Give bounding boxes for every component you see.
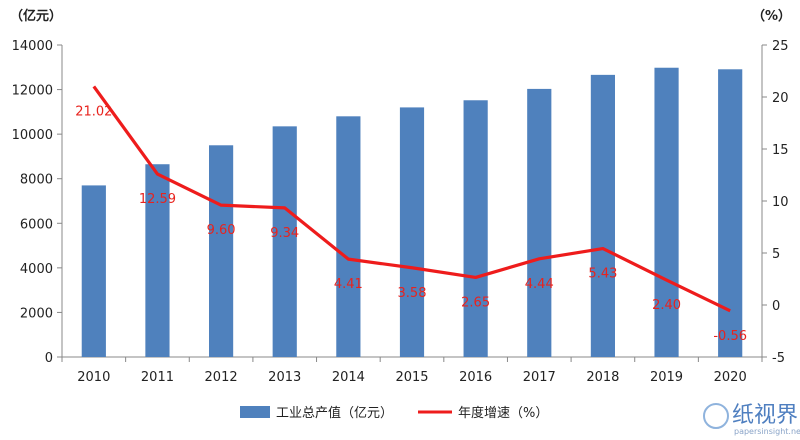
watermark-text: 纸视界 [732,403,798,428]
bar [654,67,679,357]
rate-line [92,85,731,313]
bar [399,107,425,358]
left-tick-label: 0 [45,351,53,366]
x-tick-label: 2015 [395,370,428,385]
watermark-subtext: papersinsight.net [734,427,800,436]
left-axis-unit: （亿元） [10,8,62,24]
legend-bar-label: 工业总产值（亿元） [276,405,393,421]
rate-data-label: 2.40 [652,298,681,313]
right-tick-label: 0 [772,299,780,314]
x-tick-label: 2017 [523,370,556,385]
right-tick-label: 20 [772,91,789,106]
x-tick-label: 2010 [77,370,110,385]
rate-data-label: 4.44 [525,277,554,292]
rate-data-label: 5.43 [588,267,617,282]
line-series [92,85,731,313]
left-tick-label: 8000 [20,173,53,188]
x-tick-label: 2018 [586,370,619,385]
bar [718,69,743,357]
bar [272,126,297,357]
rate-data-label: 3.58 [398,286,427,301]
x-tick-label: 2019 [650,370,683,385]
x-tick-label: 2020 [714,370,747,385]
rate-data-label: 2.65 [461,295,490,310]
x-tick-label: 2011 [141,370,174,385]
rate-data-label: 9.34 [270,226,299,241]
left-tick-label: 2000 [20,306,53,321]
left-tick-label: 10000 [12,128,53,143]
legend-bar-swatch [240,406,270,418]
rate-data-label: 12.59 [139,192,176,207]
bar [145,164,170,357]
bar [336,116,361,357]
rate-data-label: 9.60 [207,223,236,238]
rate-data-label: 4.41 [334,277,363,292]
right-tick-label: -5 [772,351,785,366]
x-tick-label: 2012 [205,370,238,385]
bar [463,100,488,358]
legend-line-label: 年度增速（%） [458,405,548,421]
right-axis-unit: （%） [752,8,791,24]
legend: 工业总产值（亿元） 年度增速（%） [240,405,548,421]
x-tick-label: 2016 [459,370,492,385]
bar [209,145,234,357]
watermark-logo-icon [703,403,729,429]
bar [81,185,106,357]
bar-series [81,67,743,358]
x-tick-label: 2013 [268,370,301,385]
bar [590,74,615,357]
left-tick-label: 14000 [12,39,53,54]
rate-data-label: -0.56 [713,329,747,344]
x-tick-label: 2014 [332,370,365,385]
rate-labels: 21.02 12.59 9.60 9.34 4.41 3.58 2.65 4.44 5.43 2.… [75,104,747,343]
right-tick-label: 15 [772,143,789,158]
watermark: 纸视界 papersinsight.net [703,403,800,436]
bar [527,88,552,357]
left-tick-label: 12000 [12,84,53,99]
right-tick-label: 25 [772,39,789,54]
axes: 0 2000 4000 6000 8000 10000 12000 14000 -5 0 5 10 15… [12,39,789,385]
right-tick-label: 5 [772,247,780,262]
right-tick-label: 10 [772,195,789,210]
left-tick-label: 4000 [20,262,53,277]
rate-data-label: 21.02 [75,104,112,119]
left-tick-label: 6000 [20,217,53,232]
